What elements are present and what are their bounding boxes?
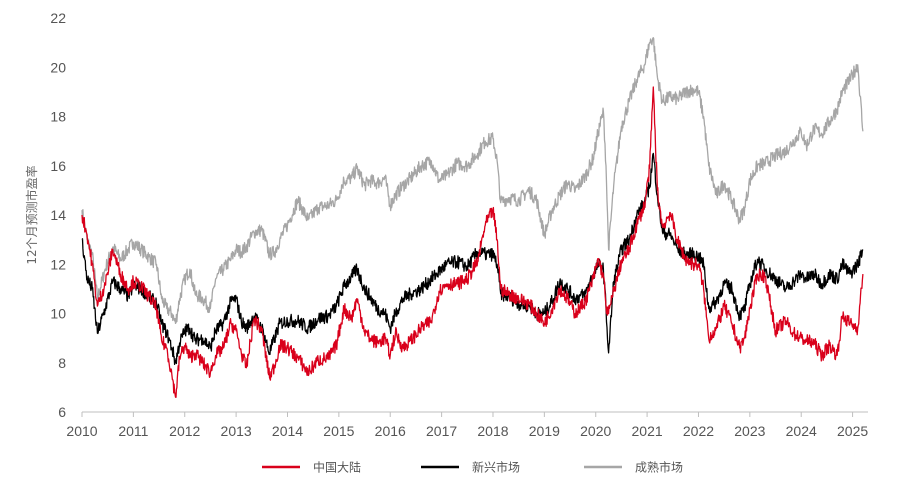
- x-tick-label: 2015: [323, 423, 354, 439]
- x-tick-label: 2025: [837, 423, 868, 439]
- legend-label-1: 新兴市场: [472, 460, 520, 475]
- y-tick-label: 20: [50, 59, 66, 75]
- series-line-2: [81, 37, 864, 325]
- x-tick-label: 2019: [529, 423, 560, 439]
- x-tick-label: 2017: [426, 423, 457, 439]
- x-tick-label: 2024: [786, 423, 817, 439]
- legend-label-0: 中国大陆: [313, 460, 361, 475]
- x-tick-label: 2014: [272, 423, 303, 439]
- y-axis-label: 12个月预测市盈率: [24, 165, 39, 264]
- y-tick-label: 8: [58, 355, 66, 371]
- y-tick-label: 18: [50, 109, 66, 125]
- x-tick-label: 2013: [221, 423, 252, 439]
- x-tick-label: 2022: [683, 423, 714, 439]
- x-tick-label: 2018: [477, 423, 508, 439]
- series-layer: [81, 37, 864, 398]
- x-tick-label: 2010: [66, 423, 97, 439]
- y-tick-label: 10: [50, 306, 66, 322]
- x-tick-label: 2011: [118, 423, 148, 439]
- legend-label-2: 成熟市场: [635, 460, 683, 475]
- y-tick-label: 22: [50, 10, 66, 26]
- x-tick-label: 2023: [734, 423, 765, 439]
- y-tick-label: 12: [50, 256, 66, 272]
- series-line-1: [81, 152, 864, 366]
- x-tick-label: 2020: [580, 423, 611, 439]
- legend: 中国大陆 新兴市场 成熟市场: [262, 460, 683, 475]
- y-tick-label: 14: [50, 207, 66, 223]
- x-tick-label: 2021: [632, 423, 663, 439]
- y-tick-label: 6: [58, 404, 66, 420]
- x-tick-label: 2016: [375, 423, 406, 439]
- y-tick-label: 16: [50, 158, 66, 174]
- x-tick-label: 2012: [169, 423, 200, 439]
- series-line-0: [81, 86, 864, 398]
